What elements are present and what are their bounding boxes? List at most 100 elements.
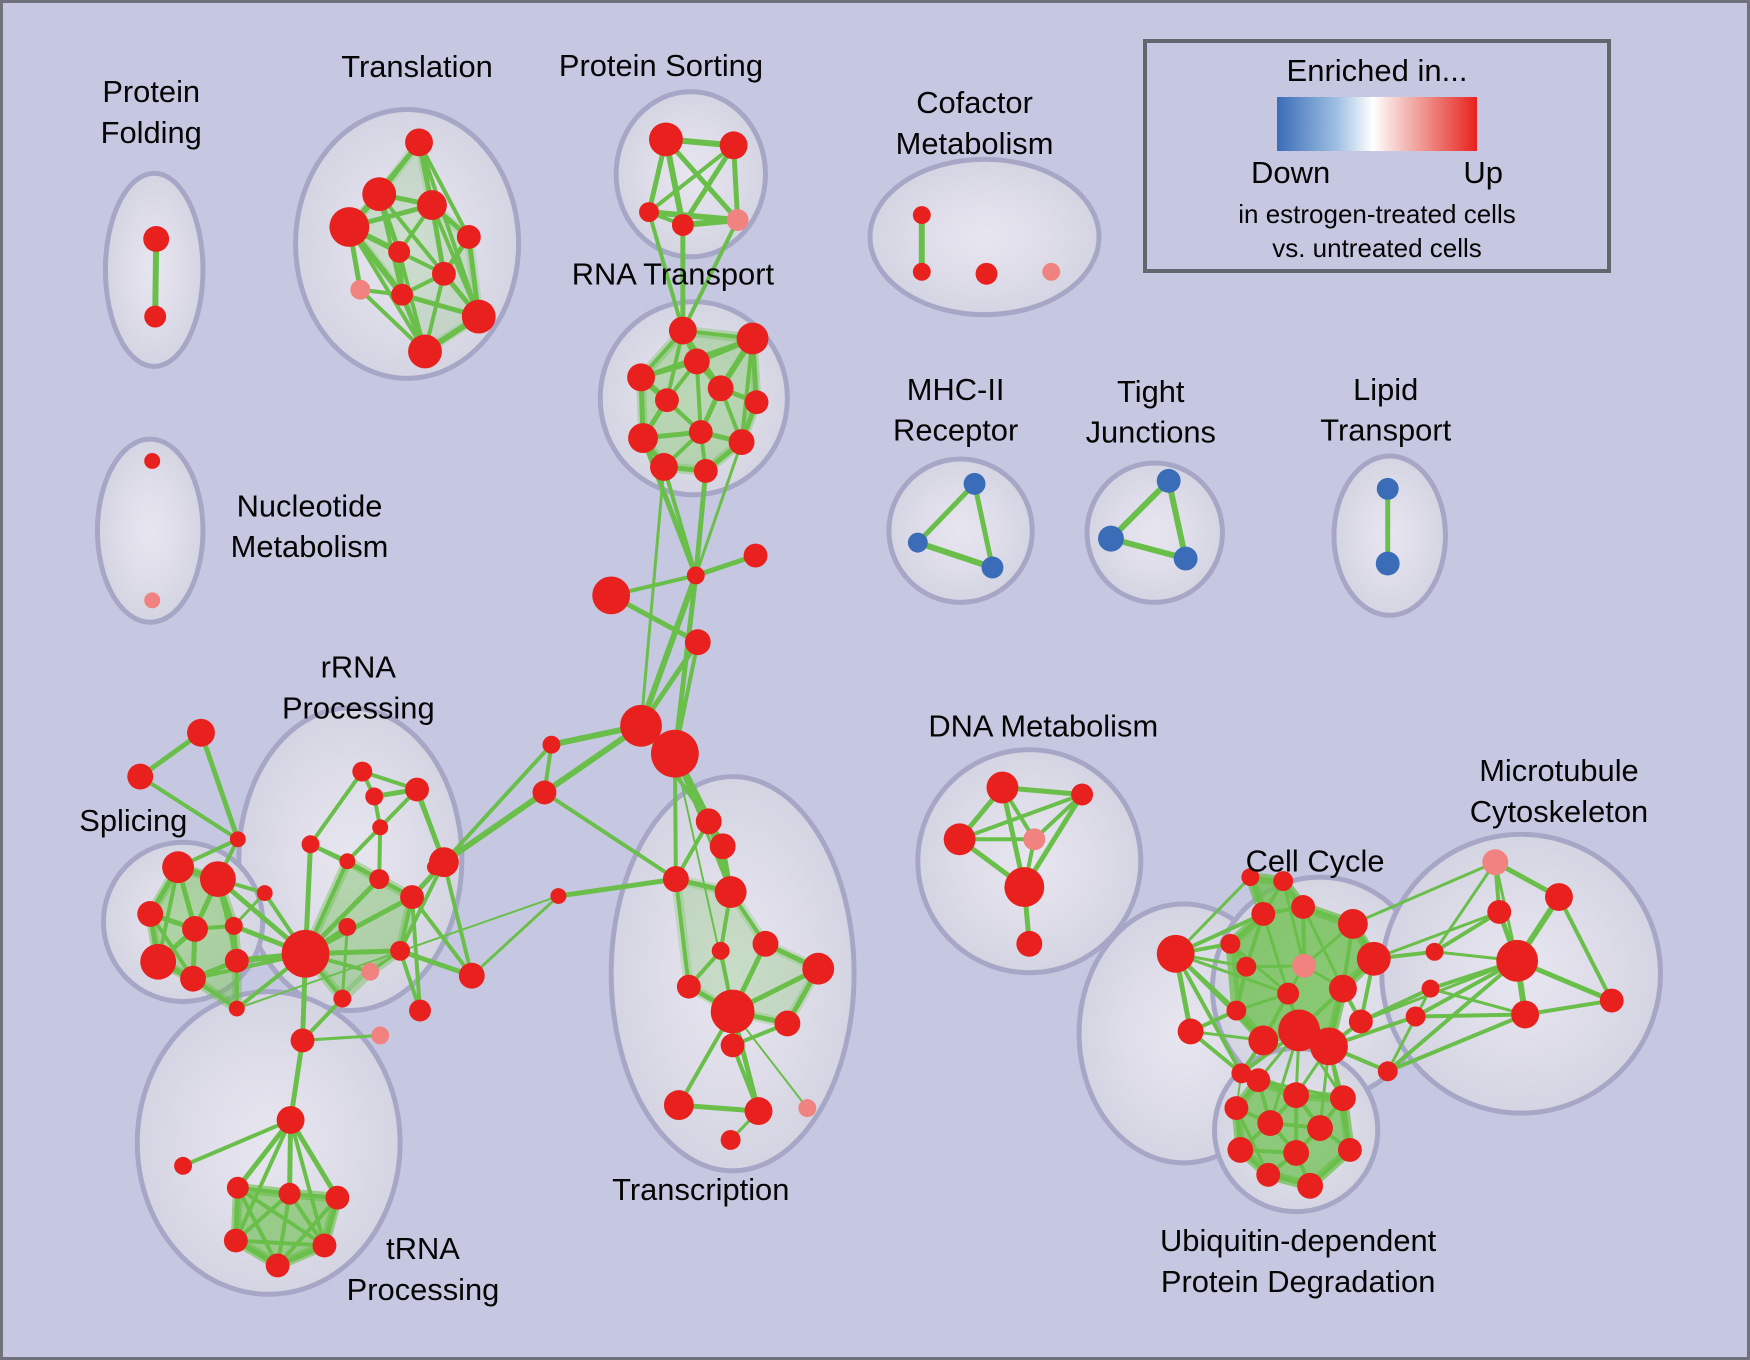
gene-set-node-tr4: [456, 225, 481, 249]
cluster-label-tight-junctions-line2: Junctions: [1086, 415, 1216, 450]
edge-rpq-rph: [441, 860, 474, 978]
gene-set-node-sp9: [228, 1000, 245, 1017]
edge-ps0-ps4: [663, 136, 741, 223]
gene-set-node-pf1: [144, 305, 167, 328]
edge-p4-p7: [275, 1195, 340, 1268]
gene-set-node-cm1: [912, 262, 931, 281]
cluster-label-rna-transport: RNA Transport: [572, 256, 775, 291]
edge-ps1-ps2: [647, 143, 736, 215]
edge-rpj-rpn: [340, 925, 349, 1001]
gene-set-node-tj0: [1156, 468, 1181, 493]
gene-set-node-tc: [229, 831, 246, 848]
cluster-label-microtubule-cytoskeleton-line2: Cytoskeleton: [1470, 794, 1648, 829]
gene-set-node-c7: [1277, 982, 1300, 1005]
gene-set-node-tc8: [710, 989, 755, 1034]
gene-set-node-h1: [620, 704, 662, 747]
gene-set-node-tr9: [461, 299, 496, 334]
gene-set-node-sp7: [224, 948, 249, 973]
gene-set-node-u2: [1329, 1085, 1356, 1112]
gene-set-node-c16: [1273, 871, 1294, 892]
edge-p0-p1: [181, 1118, 293, 1168]
gene-set-node-c2: [1337, 908, 1368, 939]
gene-set-node-c15: [1231, 1063, 1252, 1084]
edge-p0-p4: [288, 1117, 340, 1201]
gene-set-node-tc13: [798, 1099, 817, 1118]
gene-set-node-nm0: [144, 453, 161, 469]
legend-up-label: Up: [1463, 155, 1503, 190]
edge-x0-m3: [1385, 958, 1520, 1074]
cluster-label-ubiquitin-degradation-line1: Ubiquitin-dependent: [1160, 1223, 1437, 1258]
enrichment-network-svg: Protein Folding Translation Protein Sorting…: [79, 48, 1664, 1307]
edge-p2-p7: [235, 1185, 280, 1268]
legend-box: Enriched in... Down Up in estrogen-treat…: [1143, 39, 1611, 273]
gene-set-node-ps4: [726, 209, 749, 231]
gene-set-node-h2: [650, 729, 699, 778]
gene-set-node-m3: [1496, 939, 1539, 982]
edge-tj0-tj2: [1165, 477, 1189, 562]
gene-set-node-mh2: [981, 556, 1004, 579]
edge-rph-rpl: [398, 860, 446, 953]
gene-set-node-p3: [278, 1182, 301, 1205]
gene-set-node-rpa: [352, 761, 373, 782]
cluster-label-mhc-ii-receptor-line1: MHC-II: [907, 372, 1005, 407]
cluster-label-lipid-transport-line1: Lipid: [1353, 372, 1418, 407]
gene-set-node-rpn: [333, 989, 352, 1008]
cluster-label-cell-cycle: Cell Cycle: [1246, 844, 1385, 879]
gene-set-node-cn3: [426, 859, 443, 876]
gene-set-node-tr2: [417, 190, 447, 221]
gene-set-node-nm1: [144, 592, 161, 609]
edge-p0-p5: [233, 1118, 293, 1243]
gene-set-node-rn10: [649, 453, 678, 481]
gene-set-node-c4: [1236, 956, 1257, 977]
gene-set-node-tr8: [391, 283, 414, 306]
gene-set-node-L1: [1177, 1018, 1204, 1045]
gene-set-node-c3: [1220, 933, 1241, 954]
gene-set-node-c9: [1226, 1000, 1247, 1021]
cluster-label-microtubule-cytoskeleton-line1: Microtubule: [1479, 753, 1639, 788]
edge-r1-m5: [1429, 987, 1527, 1017]
gene-set-node-c13: [1348, 1009, 1373, 1034]
gene-set-node-tc0: [695, 808, 722, 835]
gene-set-node-dm0: [986, 771, 1019, 804]
gene-set-node-tr6: [431, 261, 456, 286]
edge-c2-m0: [1351, 860, 1497, 926]
gene-set-node-ps1: [719, 131, 748, 160]
gene-set-node-rpl: [390, 940, 411, 961]
gene-set-node-c5: [1292, 953, 1317, 978]
gene-set-node-dm3: [1023, 828, 1046, 851]
cluster-label-rrna-processing-line1: rRNA: [321, 650, 397, 685]
legend-down-label: Down: [1251, 155, 1331, 190]
gene-set-node-rn2: [683, 348, 710, 375]
gene-set-node-dm5: [1016, 930, 1043, 957]
gene-set-node-rn6: [744, 390, 769, 415]
edge-p0-p6: [288, 1118, 327, 1248]
edge-p5-p6: [233, 1238, 327, 1248]
gene-set-node-md2: [592, 576, 631, 615]
gene-set-node-c11: [1278, 1009, 1321, 1052]
gene-set-node-sp0: [162, 851, 195, 884]
gene-set-node-rpj: [338, 917, 357, 936]
gene-set-node-sp4: [224, 916, 243, 935]
gene-set-node-ta: [187, 718, 215, 747]
gene-set-node-u8: [1337, 1137, 1362, 1162]
edge-r2-m5: [1413, 1012, 1528, 1019]
cluster-label-lipid-transport-line2: Transport: [1320, 413, 1451, 448]
gene-set-node-md1: [743, 543, 768, 568]
gene-set-node-u5: [1307, 1115, 1333, 1141]
gene-set-node-tr1: [362, 177, 397, 212]
edge-ps1-ps3: [680, 142, 737, 228]
gene-set-node-tc3: [714, 876, 747, 908]
edge-cn4-tc2: [555, 876, 679, 899]
gene-set-node-tj2: [1173, 546, 1198, 571]
edge-cn0-rph: [441, 742, 554, 865]
gene-set-node-c1: [1291, 895, 1316, 919]
cluster-label-rrna-processing-line2: Processing: [282, 690, 435, 725]
edge-rn11-md0: [693, 468, 709, 578]
edge-tr0-tr9: [417, 140, 481, 319]
gene-set-node-u4: [1257, 1110, 1284, 1136]
gene-set-node-lt1: [1375, 551, 1400, 576]
gene-set-node-pf0: [143, 226, 170, 252]
gene-set-node-tc4: [752, 930, 779, 957]
edge-dm1-dm2: [957, 792, 1085, 842]
